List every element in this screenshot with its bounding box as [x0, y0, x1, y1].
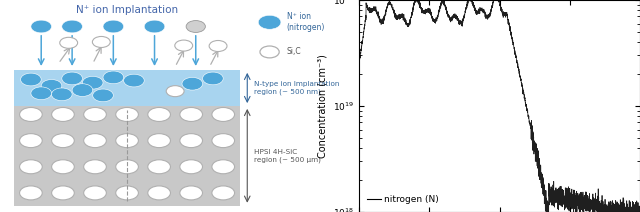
Circle shape	[180, 186, 202, 200]
Circle shape	[203, 72, 223, 85]
Bar	[13, 70, 241, 106]
Circle shape	[148, 160, 170, 174]
Circle shape	[212, 160, 234, 174]
Circle shape	[51, 88, 72, 101]
Circle shape	[116, 107, 138, 121]
Circle shape	[31, 20, 51, 33]
Circle shape	[92, 36, 110, 47]
Circle shape	[180, 160, 202, 174]
Text: N⁺ ion Implantation: N⁺ ion Implantation	[76, 5, 178, 15]
Circle shape	[180, 107, 202, 121]
Y-axis label: Concentration (cm⁻³): Concentration (cm⁻³)	[317, 54, 328, 158]
Circle shape	[148, 134, 170, 148]
Circle shape	[116, 186, 138, 200]
Circle shape	[212, 186, 234, 200]
Circle shape	[20, 107, 42, 121]
Circle shape	[83, 76, 103, 89]
Circle shape	[84, 107, 106, 121]
Circle shape	[166, 86, 184, 97]
Circle shape	[52, 160, 74, 174]
Circle shape	[116, 160, 138, 174]
Circle shape	[124, 74, 144, 87]
Circle shape	[212, 107, 234, 121]
Circle shape	[52, 186, 74, 200]
Circle shape	[103, 20, 124, 33]
Circle shape	[116, 134, 138, 148]
Circle shape	[84, 134, 106, 148]
Circle shape	[52, 134, 74, 148]
Circle shape	[209, 40, 227, 52]
Circle shape	[62, 20, 83, 33]
Circle shape	[182, 77, 203, 90]
Circle shape	[60, 37, 77, 48]
Circle shape	[148, 186, 170, 200]
Circle shape	[41, 80, 62, 92]
Circle shape	[260, 46, 279, 58]
Text: HPSI 4H-SiC
region (~ 500 μm): HPSI 4H-SiC region (~ 500 μm)	[254, 149, 321, 163]
Circle shape	[212, 134, 234, 148]
Circle shape	[148, 107, 170, 121]
Circle shape	[84, 186, 106, 200]
Circle shape	[20, 134, 42, 148]
Legend: nitrogen (N): nitrogen (N)	[364, 191, 443, 208]
Text: N-type ion Implantation
region (~ 500 nm): N-type ion Implantation region (~ 500 nm…	[254, 81, 339, 95]
Text: N⁺ ion
(nitrogen): N⁺ ion (nitrogen)	[287, 12, 325, 32]
Circle shape	[62, 72, 83, 85]
Circle shape	[103, 71, 124, 84]
Circle shape	[175, 40, 193, 51]
Circle shape	[144, 20, 165, 33]
Circle shape	[20, 160, 42, 174]
Circle shape	[20, 186, 42, 200]
Circle shape	[93, 89, 113, 102]
Circle shape	[84, 160, 106, 174]
Text: Si,C: Si,C	[287, 47, 301, 56]
Circle shape	[72, 84, 93, 96]
Circle shape	[52, 107, 74, 121]
Circle shape	[259, 15, 281, 29]
Circle shape	[31, 87, 51, 100]
Circle shape	[20, 73, 41, 86]
Bar	[13, 106, 241, 206]
Circle shape	[180, 134, 202, 148]
Circle shape	[186, 21, 205, 32]
